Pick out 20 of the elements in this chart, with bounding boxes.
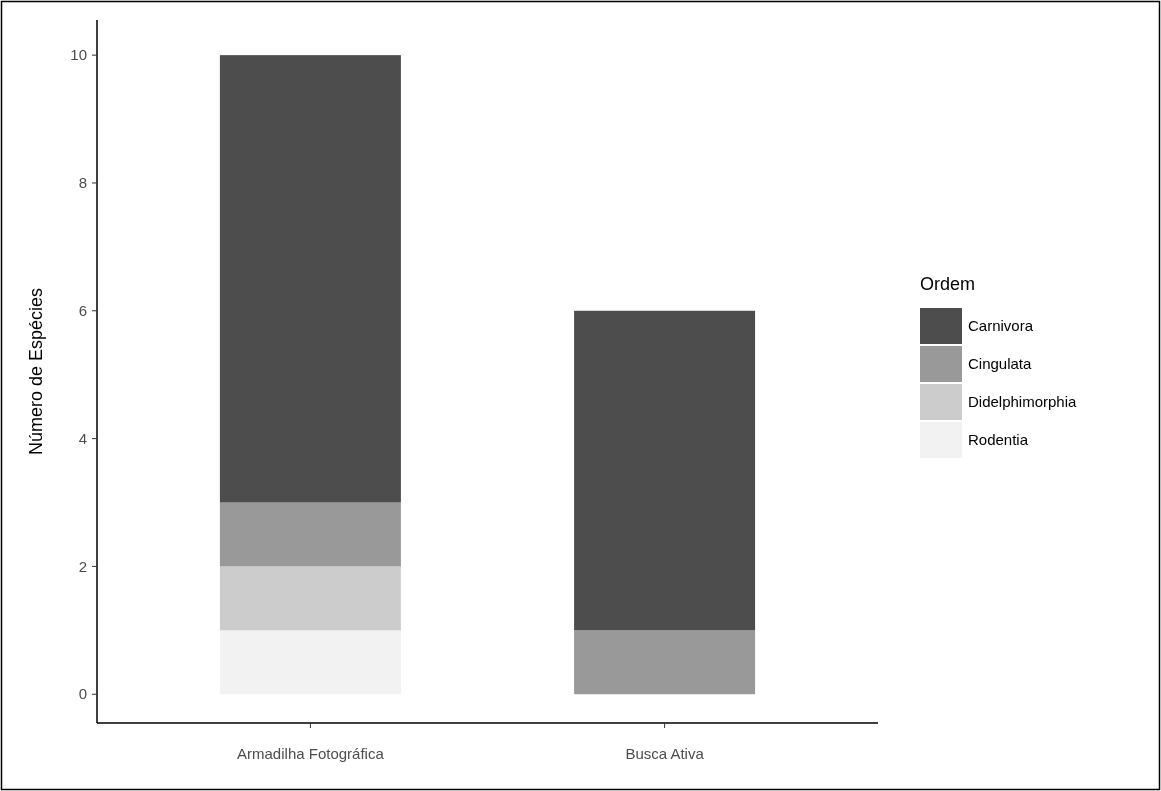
bar bbox=[574, 310, 756, 631]
y-tick-label: 10 bbox=[70, 46, 87, 64]
bar bbox=[574, 630, 756, 695]
bar bbox=[219, 55, 401, 503]
y-tick-label: 6 bbox=[78, 302, 87, 320]
x-tick-label: Armadilha Fotográfica bbox=[237, 745, 385, 762]
y-tick-label: 0 bbox=[78, 685, 87, 703]
bar bbox=[219, 566, 401, 631]
bar bbox=[219, 630, 401, 695]
legend-label: Rodentia bbox=[968, 431, 1029, 449]
legend-label: Didelphimorphia bbox=[968, 393, 1078, 411]
legend-label: Cingulata bbox=[968, 355, 1033, 373]
legend-label: Carnivora bbox=[968, 317, 1034, 335]
y-tick-label: 2 bbox=[78, 557, 87, 575]
legend-title: Ordem bbox=[920, 274, 976, 294]
x-tick-label: Busca Ativa bbox=[625, 745, 705, 762]
y-tick-label: 8 bbox=[78, 174, 87, 192]
y-axis-title: Número de Espécies bbox=[26, 287, 46, 456]
bar bbox=[219, 502, 401, 567]
y-tick-label: 4 bbox=[78, 429, 87, 447]
